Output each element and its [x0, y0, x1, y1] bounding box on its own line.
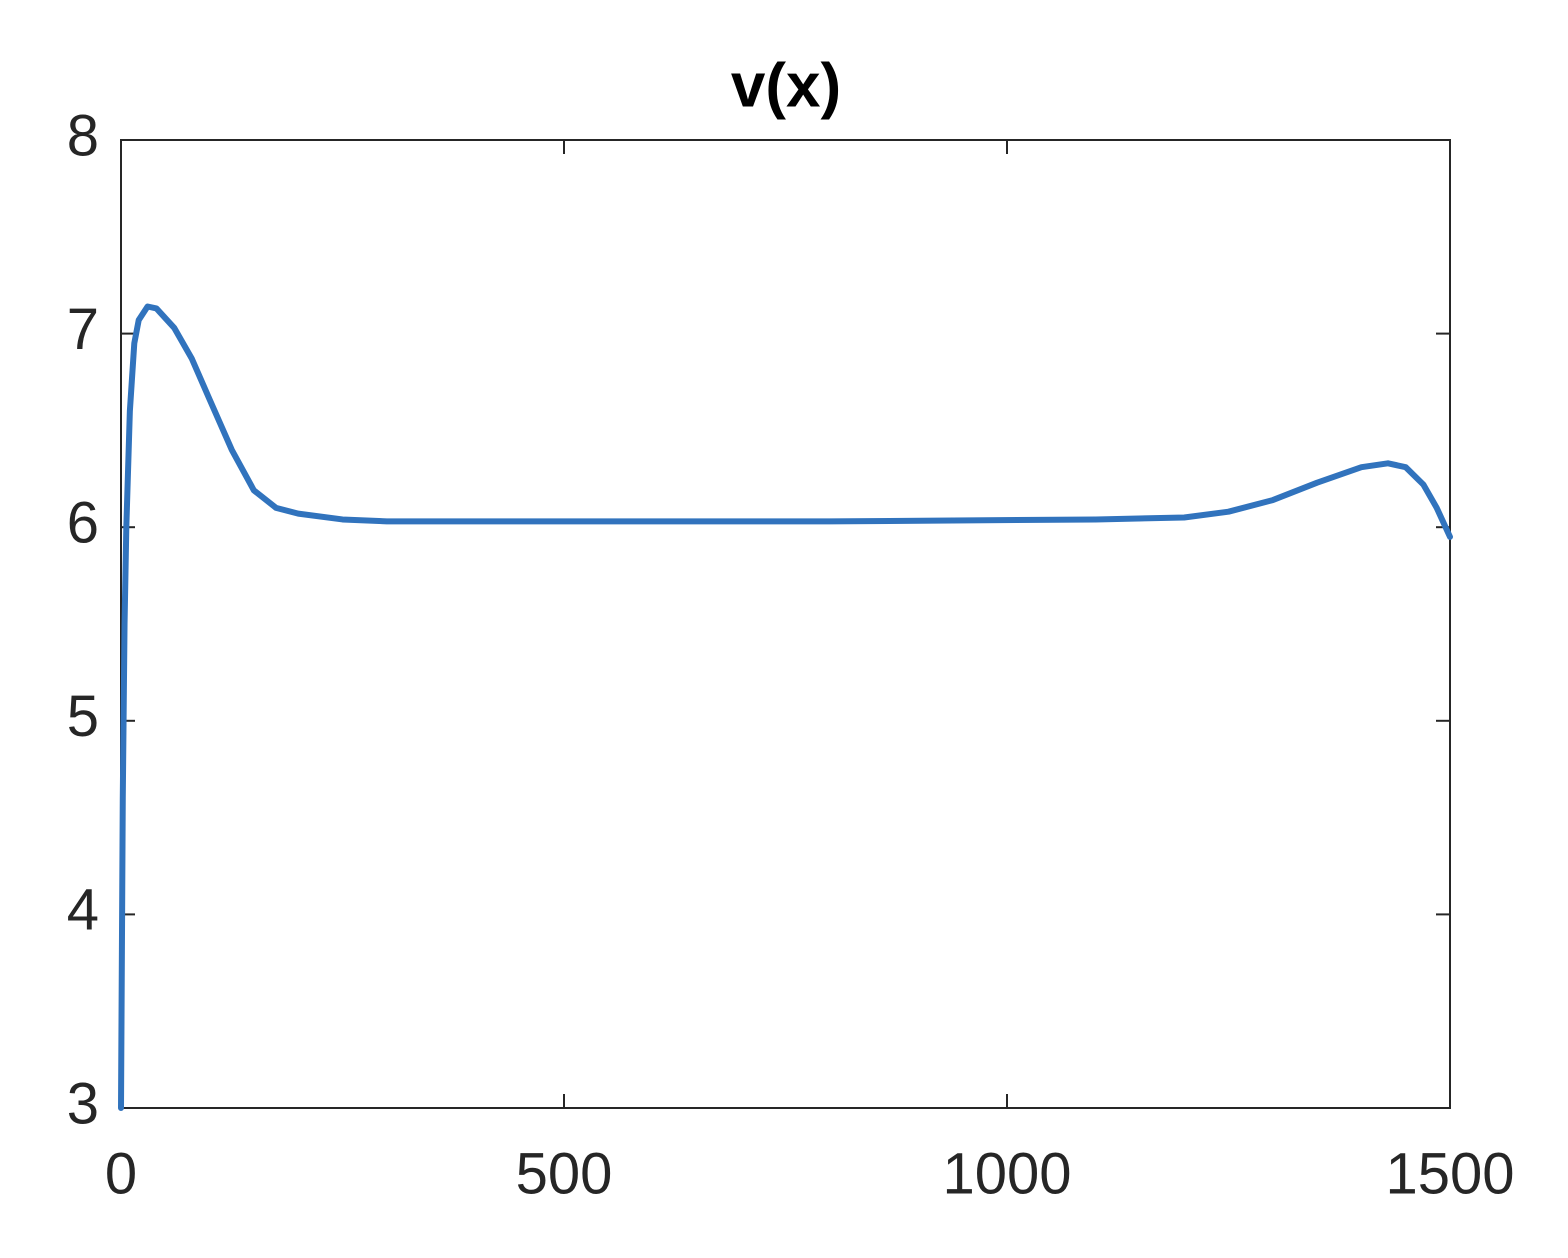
- x-tick-label: 500: [516, 1141, 613, 1206]
- y-tick-label: 5: [67, 684, 99, 749]
- x-tick-label: 1000: [942, 1141, 1071, 1206]
- y-tick-label: 8: [67, 103, 99, 168]
- y-tick-label: 7: [67, 297, 99, 362]
- y-tick-label: 6: [67, 491, 99, 556]
- data-line: [118, 303, 1453, 1111]
- y-tick-label: 4: [67, 878, 99, 943]
- y-tick-label: 3: [67, 1071, 99, 1136]
- plot-frame: [120, 139, 1451, 1109]
- chart-title: v(x): [731, 51, 841, 120]
- x-tick-label: 0: [105, 1141, 137, 1206]
- x-tick-label: 1500: [1385, 1141, 1514, 1206]
